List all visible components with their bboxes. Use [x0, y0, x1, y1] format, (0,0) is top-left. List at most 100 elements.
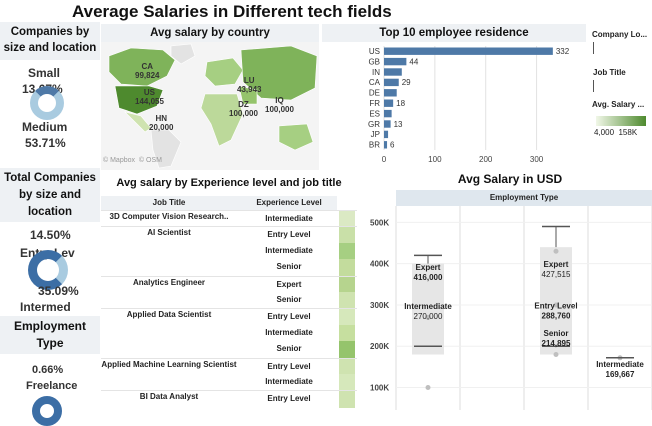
- top10-category-label: ES: [369, 109, 380, 118]
- salary-box[interactable]: [412, 263, 444, 355]
- table-row[interactable]: Intermediate: [101, 374, 357, 391]
- col-job-title[interactable]: Job Title: [152, 198, 186, 207]
- experience-level-cell: Intermediate: [265, 245, 313, 255]
- table-row[interactable]: Senior: [101, 292, 357, 309]
- salary-box[interactable]: [540, 247, 572, 355]
- top10-category-label: CA: [369, 78, 381, 87]
- top10-value-label: 44: [409, 57, 418, 66]
- top10-bar[interactable]: [384, 47, 553, 55]
- salary-heat-cell[interactable]: [339, 242, 355, 260]
- table-row[interactable]: 3D Computer Vision Research.. Intermediat…: [101, 210, 357, 228]
- top10-category-label: JP: [371, 130, 380, 139]
- top10-bar[interactable]: [384, 68, 402, 76]
- top10-bar[interactable]: [384, 78, 399, 87]
- table-row[interactable]: Senior: [101, 259, 357, 276]
- top10-bar[interactable]: [384, 141, 388, 149]
- top10-category-label: DE: [369, 89, 380, 98]
- map-panel: Avg salary by country CA 99,824 US 144,0…: [101, 24, 319, 170]
- top10-category-label: GR: [368, 120, 380, 129]
- map-usa: [114, 85, 164, 115]
- world-map[interactable]: [101, 42, 319, 170]
- table-row[interactable]: Intermediate: [101, 242, 357, 260]
- employment-type-panel: Employment Type 0.66% Freelance: [0, 316, 100, 426]
- top10-tick-label: 200: [479, 155, 493, 164]
- table-row[interactable]: Applied Data Scientist Entry Level: [101, 308, 357, 326]
- experience-level-cell: Senior: [276, 262, 302, 272]
- freelance-pct: 0.66%: [32, 364, 64, 376]
- salary-point[interactable]: [425, 385, 431, 391]
- intermediate-pct: 35.09%: [38, 284, 79, 298]
- map-africa: [200, 93, 244, 147]
- top10-bar[interactable]: [384, 57, 407, 66]
- job-title-legend[interactable]: Job Title: [593, 68, 626, 77]
- map-label-iq: IQ 100,000: [265, 96, 294, 114]
- salary-gradient-bar: [596, 116, 646, 126]
- experience-level-cell: Expert: [276, 279, 302, 289]
- top10-bar[interactable]: [384, 99, 394, 107]
- top10-tick-label: 0: [382, 155, 387, 164]
- map-australia: [278, 123, 314, 151]
- top10-bar[interactable]: [384, 109, 392, 118]
- top10-value-label: 18: [396, 99, 405, 108]
- map-canada: [108, 47, 176, 87]
- salary-heat-cell[interactable]: [339, 374, 355, 391]
- salary-annotation-level: Intermediate: [596, 360, 644, 369]
- salary-heat-cell[interactable]: [339, 292, 355, 309]
- salary-point[interactable]: [553, 248, 559, 254]
- salary-usd-panel: Avg Salary in USD Employment Type 500K 40…: [368, 168, 652, 410]
- job-title-cell: AI Scientist: [147, 228, 191, 238]
- salary-heat-cell[interactable]: [339, 276, 355, 293]
- top10-bar[interactable]: [384, 89, 397, 97]
- job-title-cell: Applied Machine Learning Scientist: [101, 359, 237, 369]
- table-row[interactable]: Applied Machine Learning Scientist Entry …: [101, 357, 357, 375]
- employment-type-header: Employment Type: [396, 190, 652, 206]
- salary-point[interactable]: [425, 314, 431, 320]
- small-label: Small: [28, 66, 61, 80]
- table-row[interactable]: Analytics Engineer Expert: [101, 275, 357, 293]
- col-experience-level[interactable]: Experience Level: [256, 198, 322, 207]
- salary-heat-cell[interactable]: [339, 211, 355, 228]
- dashboard-title: Average Salaries in Different tech field…: [72, 2, 392, 21]
- experience-donut[interactable]: [28, 250, 68, 290]
- avg-salary-legend[interactable]: Avg. Salary ...: [592, 100, 645, 109]
- top10-category-label: IN: [372, 68, 380, 77]
- salary-heat-cell[interactable]: [339, 324, 355, 342]
- top10-bar[interactable]: [384, 120, 391, 128]
- salary-point[interactable]: [553, 302, 559, 308]
- top10-value-label: 6: [390, 141, 395, 150]
- table-row[interactable]: Senior: [101, 341, 357, 358]
- job-title-cell: Analytics Engineer: [132, 277, 206, 287]
- map-asia: [240, 45, 318, 101]
- size-location-title: Companies by size and location: [0, 22, 100, 60]
- map-south-america: [150, 129, 182, 169]
- table-row[interactable]: BI Data Analyst Entry Level: [101, 390, 357, 408]
- salary-heat-cell[interactable]: [339, 391, 355, 408]
- size-donut[interactable]: [30, 86, 64, 120]
- employment-donut[interactable]: [32, 396, 62, 426]
- table-row[interactable]: AI Scientist Entry Level: [101, 226, 357, 244]
- experience-level-cell: Entry Level: [267, 394, 311, 404]
- salary-heat-cell[interactable]: [339, 259, 355, 276]
- salary-boxplot[interactable]: 500K400K300K200K100KExpert416,000Interme…: [368, 206, 652, 410]
- salary-heat-cell[interactable]: [339, 358, 355, 375]
- top10-category-label: FR: [369, 99, 380, 108]
- top10-bar[interactable]: [384, 130, 389, 139]
- map-label-hn: HN 20,000: [149, 114, 174, 132]
- salary-point[interactable]: [553, 351, 559, 357]
- job-title-cell: Applied Data Scientist: [126, 310, 212, 320]
- salary-heat-cell[interactable]: [339, 309, 355, 326]
- experience-level-cell: Intermediate: [265, 214, 313, 223]
- map-label-us: US 144,055: [135, 88, 164, 106]
- employment-type-title: Employment Type: [0, 316, 100, 354]
- salary-y-tick: 200K: [370, 342, 389, 351]
- company-location-legend[interactable]: Company Lo...: [592, 30, 648, 39]
- top10-value-label: 29: [402, 78, 411, 87]
- top10-category-label: BR: [369, 141, 380, 150]
- salary-heat-cell[interactable]: [339, 341, 355, 358]
- table-row[interactable]: Intermediate: [101, 324, 357, 342]
- experience-level-cell: Entry Level: [267, 230, 311, 240]
- top10-value-label: 332: [556, 47, 570, 56]
- map-title: Avg salary by country: [101, 24, 319, 42]
- salary-heat-cell[interactable]: [339, 227, 355, 244]
